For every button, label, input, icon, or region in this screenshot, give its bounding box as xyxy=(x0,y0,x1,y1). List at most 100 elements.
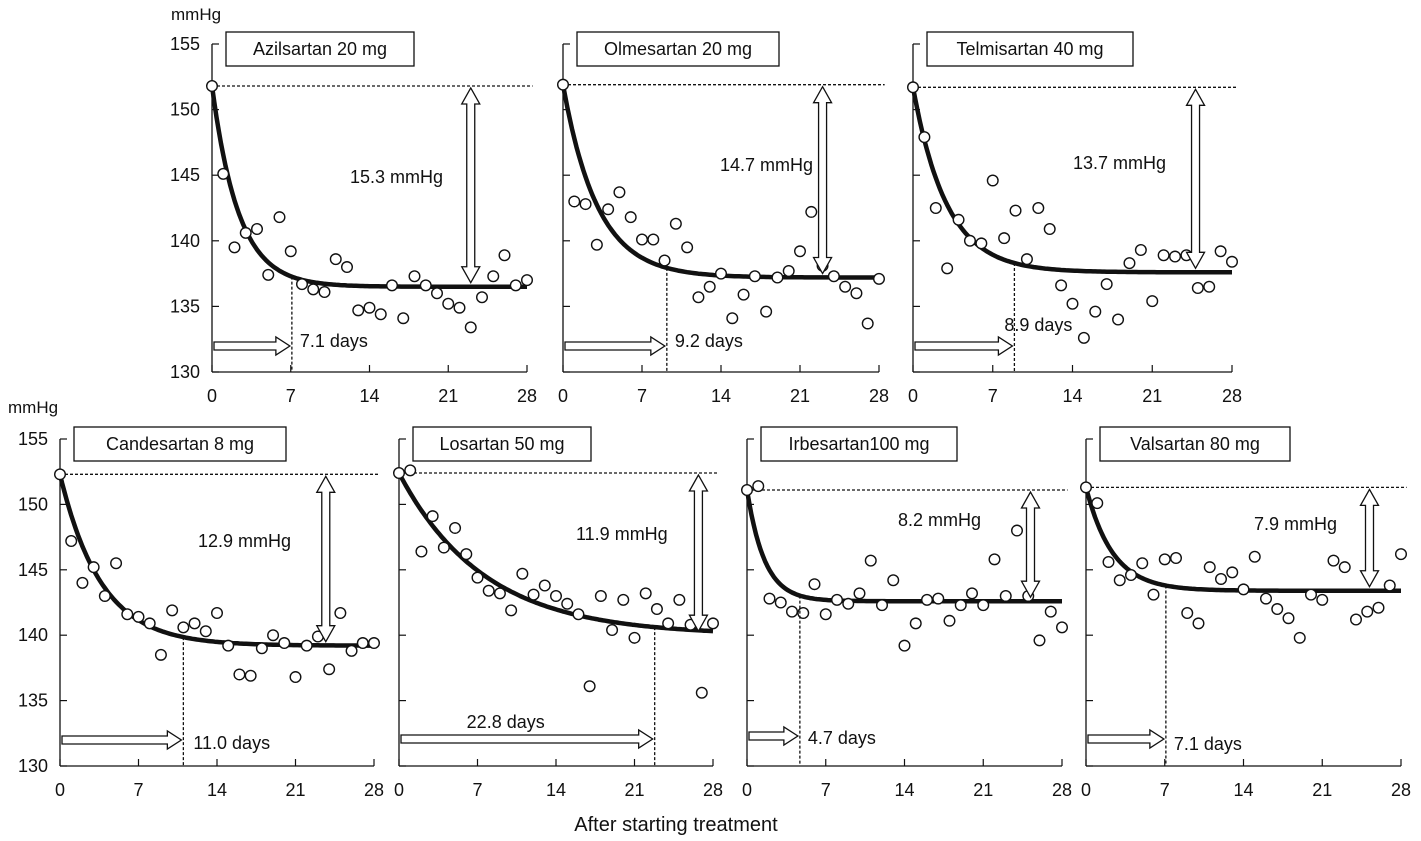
reduction-label: 15.3 mmHg xyxy=(350,167,443,187)
fitted-curve xyxy=(397,471,714,634)
data-point xyxy=(1009,204,1022,217)
reduction-arrow xyxy=(1185,87,1206,270)
x-tick-label: 21 xyxy=(438,386,458,406)
days-label: 11.0 days xyxy=(193,733,270,753)
data-point xyxy=(527,588,540,601)
data-point xyxy=(1124,569,1137,582)
data-point xyxy=(255,642,268,655)
chart-panel-3: 0 7 14 21 28 8.9 days 13.7 mmHg Telmisartan 40 … xyxy=(907,31,1242,406)
data-point xyxy=(1033,634,1046,647)
x-tick-label: 28 xyxy=(1222,386,1242,406)
data-point xyxy=(1203,280,1216,293)
data-point xyxy=(352,304,365,317)
data-point xyxy=(763,592,776,605)
data-point xyxy=(579,198,592,211)
data-point xyxy=(1394,548,1407,561)
data-point xyxy=(334,606,347,619)
y-unit-label-bottom: mmHg xyxy=(8,398,58,417)
x-tick-label: 14 xyxy=(1233,780,1253,800)
data-point xyxy=(1147,588,1160,601)
x-tick-label: 7 xyxy=(988,386,998,406)
data-point xyxy=(397,312,410,325)
data-point xyxy=(393,467,406,480)
data-point xyxy=(1259,592,1272,605)
data-point xyxy=(217,167,230,180)
data-point xyxy=(76,576,89,589)
data-point xyxy=(1113,574,1126,587)
data-point xyxy=(819,608,832,621)
data-point xyxy=(222,639,235,652)
data-point xyxy=(782,264,795,277)
data-point xyxy=(617,593,630,606)
chart-panel-5: 0 7 14 21 28 22.8 days 11.9 mmHg Losartan 50 mg xyxy=(393,426,723,800)
data-point xyxy=(415,545,428,558)
data-point xyxy=(954,599,967,612)
data-point xyxy=(188,617,201,630)
reduction-label: 12.9 mmHg xyxy=(198,531,291,551)
data-point xyxy=(516,567,529,580)
data-point xyxy=(1248,550,1261,563)
data-point xyxy=(460,548,473,561)
data-point xyxy=(449,521,462,534)
data-point xyxy=(1158,553,1171,566)
data-point xyxy=(1191,282,1204,295)
fitted-curve xyxy=(57,473,375,648)
data-point xyxy=(921,593,934,606)
data-point xyxy=(476,291,489,304)
days-label: 7.1 days xyxy=(1174,734,1242,754)
data-point xyxy=(606,623,619,636)
data-point xyxy=(1203,561,1216,574)
data-point xyxy=(1192,617,1205,630)
data-point xyxy=(54,468,67,481)
days-label: 4.7 days xyxy=(808,728,876,748)
data-point xyxy=(493,587,506,600)
reduction-arrow xyxy=(688,473,709,633)
data-point xyxy=(329,253,342,266)
data-point xyxy=(568,195,581,208)
days-label: 8.9 days xyxy=(1004,315,1072,335)
panel-title: Telmisartan 40 mg xyxy=(956,39,1103,59)
x-tick-label: 21 xyxy=(285,780,305,800)
data-point xyxy=(1214,572,1227,585)
data-point xyxy=(898,639,911,652)
x-tick-label: 0 xyxy=(394,780,404,800)
x-tick-label: 0 xyxy=(55,780,65,800)
data-point xyxy=(636,233,649,246)
data-point xyxy=(1169,552,1182,565)
data-point xyxy=(199,625,212,638)
data-point xyxy=(289,671,302,684)
data-point xyxy=(876,599,889,612)
x-tick-label: 0 xyxy=(558,386,568,406)
data-point xyxy=(426,510,439,523)
data-point xyxy=(323,663,336,676)
x-axis-caption: After starting treatment xyxy=(574,814,778,836)
data-point xyxy=(988,553,1001,566)
data-point xyxy=(154,648,167,661)
x-tick-label: 7 xyxy=(286,386,296,406)
data-point xyxy=(318,285,331,298)
data-point xyxy=(839,280,852,293)
data-point xyxy=(827,270,840,283)
data-point xyxy=(98,589,111,602)
data-point xyxy=(669,217,682,230)
panel-title-box xyxy=(73,426,287,462)
data-point xyxy=(1226,566,1239,579)
data-point xyxy=(873,272,886,285)
data-point xyxy=(1055,279,1068,292)
x-tick-label: 28 xyxy=(1391,780,1411,800)
data-point xyxy=(1225,255,1238,268)
data-point xyxy=(726,312,739,325)
x-tick-label: 7 xyxy=(472,780,482,800)
data-point xyxy=(760,305,773,318)
reduction-label: 8.2 mmHg xyxy=(898,510,981,530)
y-tick-label: 135 xyxy=(170,296,200,316)
data-point xyxy=(639,587,652,600)
data-point xyxy=(624,211,637,224)
data-point xyxy=(929,201,942,214)
x-tick-label: 7 xyxy=(637,386,647,406)
data-point xyxy=(1146,295,1159,308)
data-point xyxy=(943,614,956,627)
data-point xyxy=(1091,497,1104,510)
